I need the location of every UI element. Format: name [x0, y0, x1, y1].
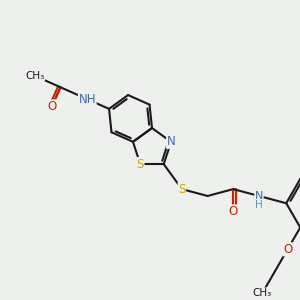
Text: CH₃: CH₃: [253, 288, 272, 298]
Text: O: O: [283, 243, 292, 256]
Text: H: H: [255, 200, 263, 210]
Text: O: O: [47, 100, 56, 113]
Text: S: S: [178, 183, 185, 196]
Text: O: O: [229, 205, 238, 218]
Text: N: N: [167, 135, 176, 148]
Text: S: S: [136, 158, 144, 171]
Text: CH₃: CH₃: [25, 71, 44, 81]
Text: NH: NH: [79, 93, 96, 106]
Text: N: N: [255, 191, 263, 201]
